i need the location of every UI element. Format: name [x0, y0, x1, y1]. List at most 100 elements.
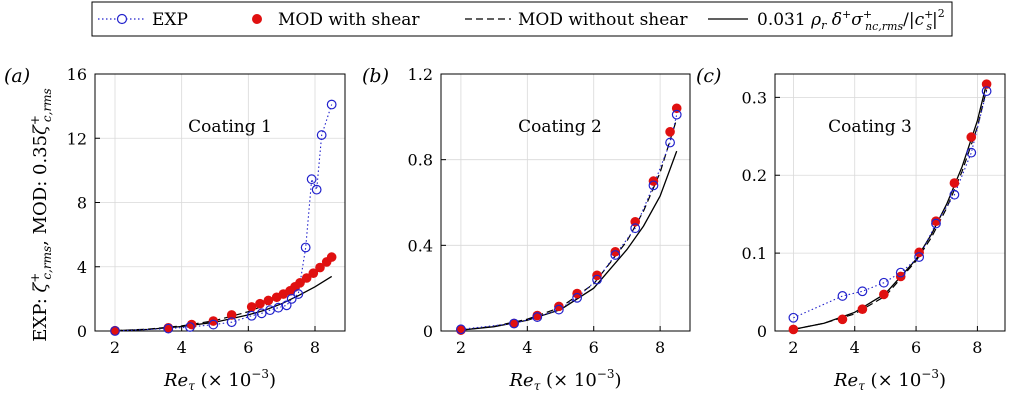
y-tick-label: 0: [423, 322, 433, 341]
coating-annotation: Coating 1: [188, 117, 272, 137]
panel-label: (b): [362, 65, 389, 87]
mod-shear-point: [610, 246, 621, 257]
y-tick-label: 12: [67, 129, 87, 148]
exp-point: [553, 304, 564, 315]
legend-formula-label: 0.031 ρr δ+σ+ nc,rms/|c+ s|2: [757, 7, 945, 33]
mod-shear-point: [554, 301, 564, 312]
y-tick-label: 4: [77, 258, 87, 277]
series-exp-line: [460, 114, 678, 330]
plot-frame: [774, 73, 1006, 332]
coating-annotation: Coating 3: [828, 117, 912, 137]
plot-frame: [440, 73, 691, 332]
mod-shear-point: [857, 304, 868, 314]
exp-point: [456, 324, 466, 335]
exp-point: [256, 308, 267, 319]
exp-point: [311, 184, 322, 195]
exp-point: [931, 218, 941, 229]
x-axis-label: Reτ (× 10−3): [508, 367, 621, 393]
exp-point: [630, 223, 641, 234]
mod-shear-point: [295, 278, 305, 288]
legend-frame: [91, 1, 953, 37]
y-tick-label: 0.3: [742, 88, 767, 107]
mod-shear-point: [931, 216, 941, 226]
y-tick-label: 0.4: [408, 236, 433, 255]
x-tick-label: 2: [110, 338, 120, 357]
exp-point: [665, 137, 675, 148]
x-axis-label: Reτ (× 10−3): [163, 367, 276, 393]
y-tick-label: 0: [77, 322, 87, 341]
panel-label: (a): [4, 65, 30, 87]
series-exp-line: [793, 90, 988, 319]
exp-point: [326, 99, 337, 110]
exp-point: [286, 293, 297, 304]
mod-shear-point: [315, 262, 325, 273]
legend-mod-shear-label: MOD with shear: [278, 10, 420, 30]
x-axis-label: Reτ (× 10−3): [833, 367, 946, 393]
exp-point: [246, 310, 257, 321]
exp-point: [572, 292, 583, 303]
exp-point: [610, 250, 621, 260]
exp-point: [293, 289, 304, 299]
exp-point: [837, 291, 848, 301]
exp-point: [226, 317, 237, 328]
mod-shear-point: [509, 318, 519, 329]
exp-point: [966, 147, 977, 158]
x-tick-label: 4: [522, 338, 532, 357]
panel-3: 2 4 6 8 0 0.1 0.2 0.3 (c) Coating 3 Reτ (× 10−3): [696, 65, 1006, 393]
mod-shear-point: [788, 324, 799, 335]
x-tick-label: 4: [177, 338, 187, 357]
exp-point: [788, 312, 799, 323]
exp-point: [300, 242, 311, 253]
x-tick-label: 6: [589, 338, 599, 357]
exp-point: [895, 267, 906, 278]
x-tick-label: 8: [310, 338, 320, 357]
mod-shear-point: [263, 295, 274, 306]
y-axis-label: EXP: ζ+c,rms, MOD: 0.35ζ+c,rms: [28, 88, 54, 341]
exp-point: [306, 174, 317, 185]
exp-point: [671, 109, 682, 120]
y-tick-label: 1.2: [408, 65, 433, 84]
mod-shear-point: [837, 314, 848, 325]
x-tick-label: 4: [850, 338, 860, 357]
mod-shear-point: [966, 132, 977, 142]
mod-shear-point: [110, 325, 120, 336]
exp-point: [281, 300, 292, 311]
x-tick-label: 6: [911, 338, 921, 357]
legend-exp-label: EXP: [152, 10, 188, 30]
exp-point: [110, 326, 120, 336]
exp-point: [857, 286, 868, 297]
mod-shear-point: [246, 302, 257, 312]
mod-shear-point: [949, 178, 960, 188]
mod-shear-point: [208, 316, 219, 326]
legend: EXP MOD with shear MOD without shear 0.0…: [91, 1, 953, 37]
legend-exp-marker: [116, 13, 128, 25]
exp-point: [592, 274, 602, 285]
mod-shear-point: [226, 310, 237, 320]
x-tick-label: 2: [788, 338, 798, 357]
mod-shear-point: [255, 298, 265, 309]
panel-2: 2 4 6 8 0 0.4 0.8 1.2 (b) Coating 2 Reτ (× 10−3): [362, 65, 691, 393]
mod-shear-point: [879, 289, 889, 300]
panel-label: (c): [696, 65, 721, 87]
x-tick-label: 6: [243, 338, 253, 357]
x-tick-label: 8: [655, 338, 665, 357]
y-tick-label: 0.8: [408, 151, 433, 170]
panels: 2 4 6 8 0 4 8 12 16 (a) Coating 1 Reτ (× 10−3) 2 4 6 8 0…: [4, 65, 1006, 393]
mod-shear-point: [981, 79, 992, 89]
exp-point: [163, 323, 174, 334]
x-tick-label: 2: [456, 338, 466, 357]
y-tick-label: 8: [77, 194, 87, 213]
mod-shear-point: [665, 127, 675, 137]
legend-mod-shear-marker: [252, 14, 262, 24]
panel-1: 2 4 6 8 0 4 8 12 16 (a) Coating 1 Reτ (× 10−3): [4, 65, 346, 393]
exp-point: [981, 86, 992, 97]
y-tick-label: 16: [67, 65, 87, 84]
mod-shear-point: [326, 252, 337, 262]
y-tick-label: 0.1: [742, 244, 767, 263]
x-tick-label: 8: [972, 338, 982, 357]
exp-point: [316, 130, 327, 140]
mod-shear-point: [186, 319, 197, 330]
exp-point: [914, 252, 925, 262]
mod-shear-point: [308, 268, 319, 278]
